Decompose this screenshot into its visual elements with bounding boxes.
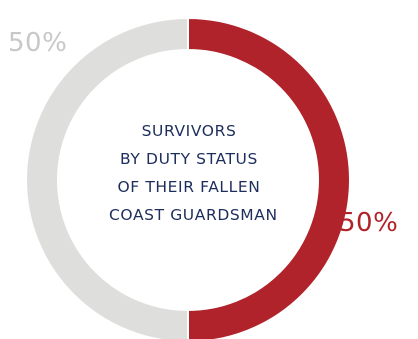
title-line-1: SURVIVORS xyxy=(141,122,237,140)
donut-slice-2 xyxy=(25,16,189,339)
title-line-3: OF THEIR FALLEN xyxy=(117,178,261,196)
title-line-2: BY DUTY STATUS xyxy=(120,150,258,168)
donut-slice-1 xyxy=(187,16,351,339)
chart-title: SURVIVORS BY DUTY STATUS OF THEIR FALLEN… xyxy=(109,117,278,229)
title-line-4: COAST GUARDSMAN xyxy=(109,206,278,224)
slice-label-right: 50% xyxy=(339,208,399,238)
slice-label-left: 50% xyxy=(8,28,68,58)
